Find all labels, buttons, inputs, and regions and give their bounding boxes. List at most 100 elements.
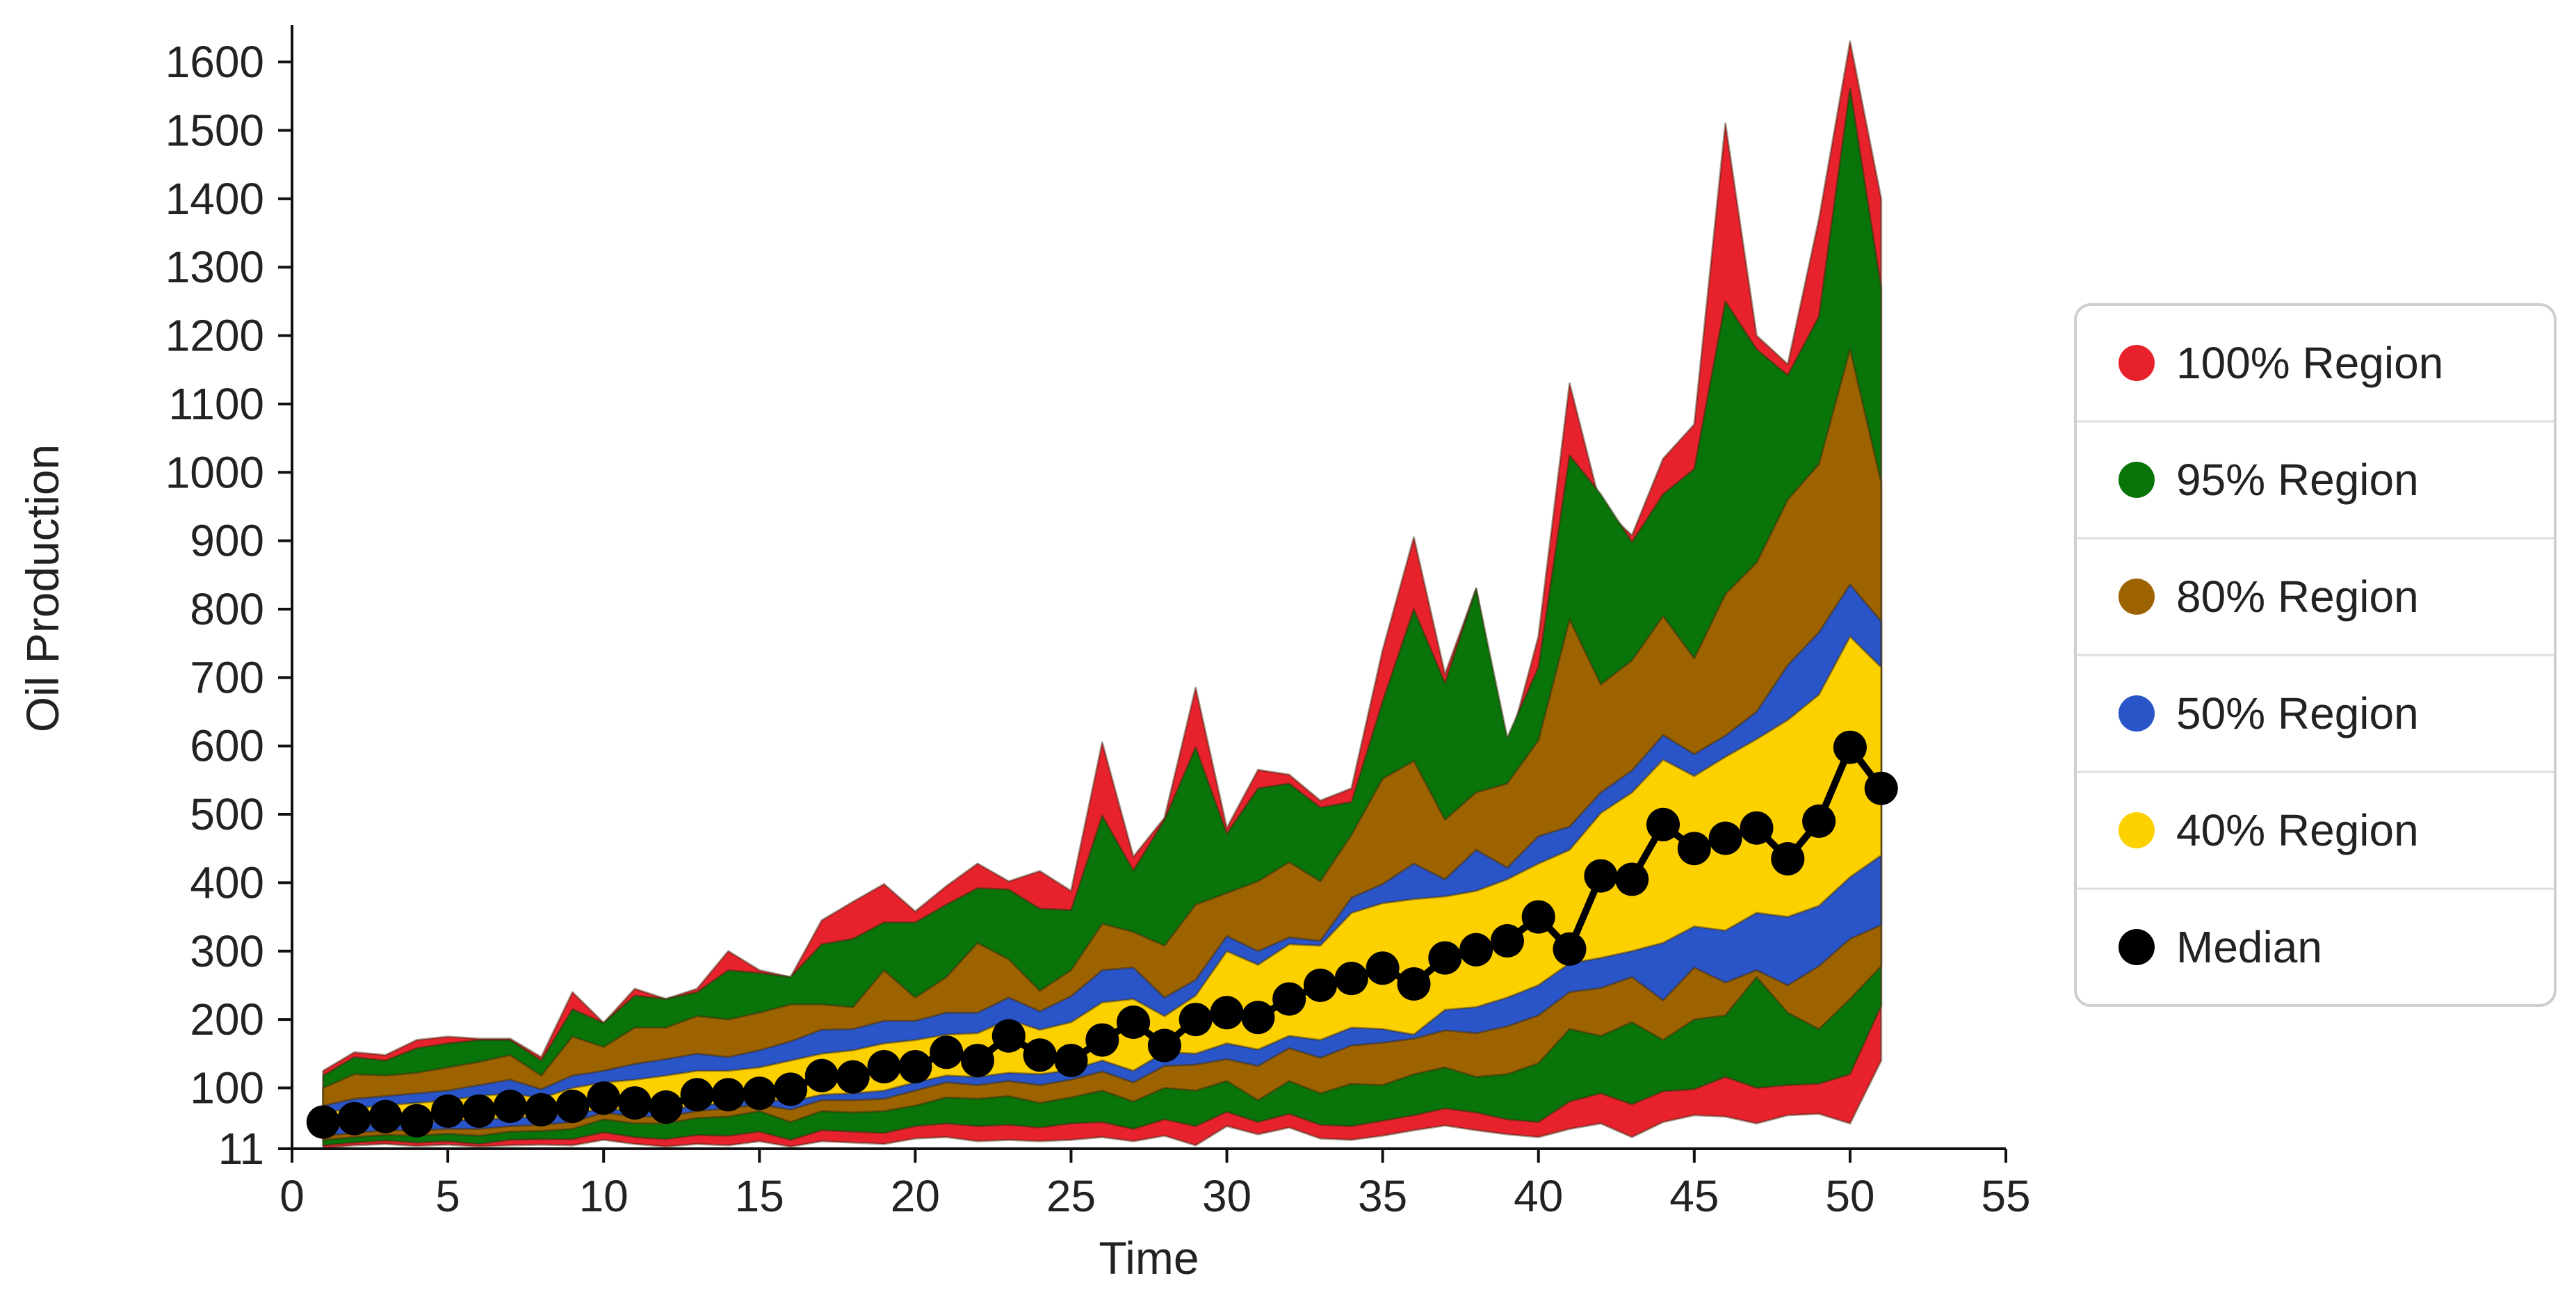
y-tick-label: 800 [190,584,264,634]
median-point [587,1081,621,1115]
y-axis-title: Oil Production [17,444,68,733]
median-point [1428,941,1462,975]
x-tick-label: 40 [1514,1171,1563,1221]
median-point [1802,804,1836,838]
y-tick-label: 700 [190,652,264,702]
legend-label-50-region: 50% Region [2176,688,2419,738]
x-tick-label: 35 [1358,1171,1407,1221]
median-point [711,1078,745,1112]
x-tick-label: 10 [579,1171,629,1221]
median-point [804,1058,839,1092]
median-point [991,1019,1026,1053]
median-point [368,1099,403,1133]
legend-label-40-region: 40% Region [2176,805,2419,855]
y-tick-label: 900 [190,516,264,566]
y-tick-label: 200 [190,994,264,1044]
median-point [867,1050,901,1083]
median-point [431,1094,465,1128]
median-point [337,1101,371,1136]
median-point [1521,900,1555,934]
median-point [961,1044,994,1078]
legend-swatch-80-region [2119,579,2155,615]
x-axis-ticks: 0 5 10 15 20 25 30 35 40 45 50 55 [280,1149,2031,1221]
y-tick-label: 100 [190,1063,264,1113]
median-point [1397,967,1431,1001]
median-point [1054,1044,1088,1078]
legend-swatch-50-region [2119,695,2155,732]
y-tick-label: 1300 [165,242,264,292]
x-axis-title: Time [1099,1232,1199,1284]
y-tick-label: 400 [190,857,264,907]
median-point [1490,924,1524,958]
median-point [1147,1028,1181,1063]
median-point [462,1094,496,1128]
x-tick-label: 50 [1825,1171,1874,1221]
median-point [1833,730,1867,764]
median-point [618,1086,651,1120]
y-axis-ticks: 11 100 200 300 400 500 600 700 800 900 1000 1100 120… [165,37,292,1174]
x-tick-label: 15 [735,1171,784,1221]
x-tick-label: 5 [435,1171,460,1221]
legend-label-95-region: 95% Region [2176,455,2419,505]
median-point [1740,811,1774,845]
y-tick-label: 1000 [165,447,264,497]
median-point [1366,951,1400,985]
bands-layer [322,40,1883,1149]
median-point [836,1060,870,1094]
median-point [1023,1038,1057,1072]
median-point [306,1105,340,1139]
median-point [1584,859,1618,893]
median-point [493,1090,527,1123]
legend-swatch-100-region [2119,345,2155,381]
legend-swatch-median [2119,929,2155,965]
median-point [1646,807,1680,841]
x-tick-label: 25 [1046,1171,1096,1221]
legend-label-median: Median [2176,922,2322,972]
median-point [1677,832,1711,866]
median-point [930,1035,964,1069]
median-layer [306,730,1898,1139]
median-point [1210,996,1244,1030]
median-point [649,1090,683,1124]
median-point [1864,771,1898,805]
x-tick-label: 55 [1981,1171,2030,1221]
y-tick-label: 1200 [165,311,264,361]
median-point [680,1078,714,1112]
median-point [1708,821,1742,855]
median-point [556,1090,590,1123]
y-tick-label: 11 [218,1124,264,1174]
median-point [1459,932,1493,967]
y-tick-label: 300 [190,926,264,976]
median-point [1615,862,1649,896]
median-point [524,1092,558,1127]
median-point [400,1104,434,1138]
legend: 100% Region 95% Region 80% Region 50% Regio… [2074,303,2557,1007]
y-tick-label: 1100 [168,379,264,429]
median-point [1178,1003,1213,1037]
x-tick-label: 20 [891,1171,940,1221]
y-tick-label: 1400 [165,174,264,224]
x-tick-label: 45 [1669,1171,1719,1221]
y-tick-label: 1500 [165,106,264,156]
legend-label-80-region: 80% Region [2176,572,2419,622]
median-point [1334,962,1368,996]
median-point [743,1076,777,1111]
y-tick-label: 1600 [165,37,264,87]
legend-swatch-40-region [2119,812,2155,848]
median-point [1304,968,1337,1002]
median-point [898,1050,932,1083]
legend-swatch-95-region [2119,462,2155,498]
median-point [1771,842,1805,875]
median-point [1085,1023,1119,1057]
axes-layer: 1110020030040050060070080090010001100120… [17,25,2031,1284]
median-point [774,1072,808,1106]
y-tick-label: 600 [190,721,264,771]
legend-label-100-region: 100% Region [2176,338,2443,388]
y-tick-label: 500 [190,789,264,839]
median-point [1117,1006,1151,1039]
median-point [1241,1001,1275,1035]
x-tick-label: 0 [280,1171,305,1221]
median-point [1553,932,1587,966]
